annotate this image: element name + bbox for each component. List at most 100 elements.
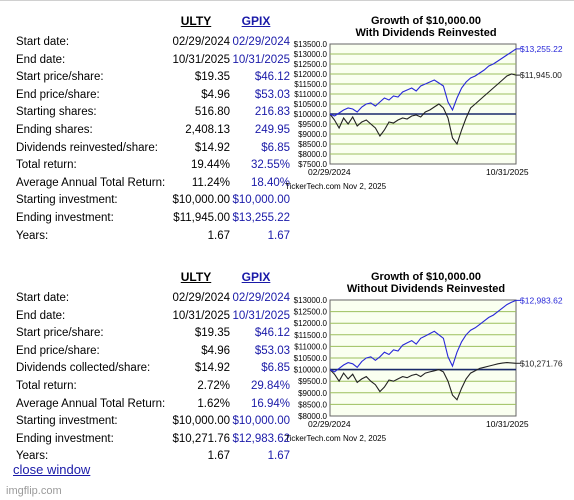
ulty-value: $4.96: [201, 344, 230, 357]
y-tick-label: $11000.0: [294, 342, 327, 351]
row-label: Dividends reinvested/share:: [16, 141, 158, 154]
y-tick-label: $7500.0: [298, 160, 327, 169]
ulty-value: $10,000.00: [172, 415, 230, 428]
ticker-header-gpix[interactable]: GPIX: [241, 14, 271, 28]
gpix-value: 29.84%: [250, 379, 290, 392]
end-value-label-ulty: $11,945.00: [520, 70, 562, 80]
chart-svg: $13500.0$13000.0$12500.0$12000.0$11500.0…: [285, 40, 563, 191]
row-label: Start date:: [16, 292, 70, 304]
series-line-ulty: [329, 362, 517, 401]
row-label: Average Annual Total Return:: [16, 397, 166, 410]
ulty-value: 1.67: [207, 450, 230, 463]
ulty-value: $10,000.00: [172, 194, 230, 207]
gpix-value: 10/31/2025: [232, 53, 290, 66]
gpix-value: 18.40%: [250, 176, 290, 189]
row-label: Starting investment:: [16, 415, 118, 428]
ulty-value: 19.44%: [190, 159, 230, 172]
row-label: End price/share:: [16, 88, 100, 101]
ulty-value: 516.80: [194, 106, 230, 119]
y-tick-label: $8500.0: [298, 140, 327, 149]
row-label: Ending investment:: [16, 432, 114, 445]
ticker-header-ulty[interactable]: ULTY: [180, 14, 212, 28]
row-label: Start date:: [16, 36, 70, 48]
ulty-value: $11,945.00: [173, 211, 230, 224]
ulty-value: $14.92: [194, 141, 230, 154]
row-label: Starting shares:: [16, 106, 97, 119]
end-value-label-gpix: $13,255.22: [520, 44, 563, 54]
row-label: Total return:: [16, 159, 77, 172]
gpix-value: 10/31/2025: [232, 309, 290, 322]
end-value-label-ulty: $10,271.76: [520, 358, 563, 368]
y-tick-label: $9000.0: [298, 389, 327, 398]
series-line-ulty: [329, 73, 517, 146]
x-start-label: 02/29/2024: [308, 419, 351, 429]
ulty-value: $19.35: [194, 327, 230, 340]
ulty-value: 10/31/2025: [172, 309, 230, 322]
y-tick-label: $13000.0: [294, 50, 328, 59]
y-tick-label: $13500.0: [294, 40, 328, 49]
row-label: Dividends collected/share:: [16, 362, 151, 375]
row-label: Years:: [16, 450, 49, 463]
chart-subtitle: Without Dividends Reinvested: [346, 283, 506, 295]
chart-credit: TickerTech.com Nov 2, 2025: [285, 182, 387, 191]
ulty-value: 02/29/2024: [172, 292, 230, 304]
ulty-value: 11.24%: [191, 176, 230, 189]
series-line-gpix: [329, 48, 517, 117]
top-divider: [0, 0, 574, 1]
gpix-value: $53.03: [254, 344, 290, 357]
row-label: Average Annual Total Return:: [16, 176, 166, 189]
gpix-value: 1.67: [267, 229, 290, 242]
row-label: End date:: [16, 53, 66, 66]
y-tick-label: $11500.0: [294, 331, 327, 340]
chart-title: Growth of $10,000.00: [370, 271, 482, 283]
y-tick-label: $11500.0: [294, 80, 327, 89]
row-label: Start price/share:: [16, 71, 104, 84]
close-window-link[interactable]: close window: [13, 462, 91, 477]
y-tick-label: $9000.0: [298, 130, 327, 139]
row-label: Total return:: [16, 379, 77, 392]
chart-title: Growth of $10,000.00: [370, 15, 482, 27]
y-tick-label: $13000.0: [294, 296, 328, 305]
y-tick-label: $12500.0: [294, 308, 328, 317]
gpix-value: $46.12: [254, 327, 290, 340]
chart-credit: TickerTech.com Nov 2, 2025: [285, 434, 387, 443]
x-end-label: 10/31/2025: [486, 167, 529, 177]
ulty-value: 2.72%: [197, 379, 230, 392]
end-value-label-gpix: $12,983.62: [520, 295, 563, 305]
ulty-value: 10/31/2025: [172, 53, 230, 66]
gpix-value: 02/29/2024: [232, 292, 290, 304]
y-tick-label: $12500.0: [294, 60, 328, 69]
ulty-value: $4.96: [201, 88, 230, 101]
gpix-value: $13,255.22: [232, 211, 290, 224]
y-tick-label: $10500.0: [294, 354, 328, 363]
gpix-value: $6.85: [261, 141, 290, 154]
y-tick-label: $8500.0: [298, 400, 327, 409]
ulty-value: 2,408.13: [185, 123, 230, 136]
y-tick-label: $12000.0: [294, 70, 328, 79]
x-start-label: 02/29/2024: [308, 167, 351, 177]
gpix-value: 1.67: [267, 450, 290, 463]
ulty-value: 1.67: [207, 229, 230, 242]
gpix-value: 216.83: [254, 106, 290, 119]
watermark: imgflip.com: [6, 485, 62, 497]
ulty-value: 02/29/2024: [172, 36, 230, 48]
series-line-gpix: [329, 299, 517, 373]
y-tick-label: $8000.0: [298, 412, 327, 421]
ulty-value: $10,271.76: [172, 432, 230, 445]
row-label: Years:: [16, 229, 49, 242]
gpix-value: $53.03: [254, 88, 290, 101]
growth-chart-1: Growth of $10,000.00 With Dividends Rein…: [284, 14, 574, 234]
ticker-header-ulty[interactable]: ULTY: [180, 270, 212, 284]
y-tick-label: $8000.0: [298, 150, 327, 159]
gpix-value: $10,000.00: [232, 194, 290, 207]
ulty-value: $14.92: [194, 362, 230, 375]
y-tick-label: $9500.0: [298, 377, 327, 386]
growth-chart-2: Growth of $10,000.00 Without Dividends R…: [284, 270, 574, 490]
gpix-value: $12,983.62: [232, 432, 290, 445]
gpix-value: 32.55%: [250, 159, 290, 172]
y-tick-label: $9500.0: [298, 120, 327, 129]
gpix-value: 02/29/2024: [232, 36, 290, 48]
ticker-header-gpix[interactable]: GPIX: [241, 270, 271, 284]
row-label: End date:: [16, 309, 66, 322]
row-label: Starting investment:: [16, 194, 118, 207]
